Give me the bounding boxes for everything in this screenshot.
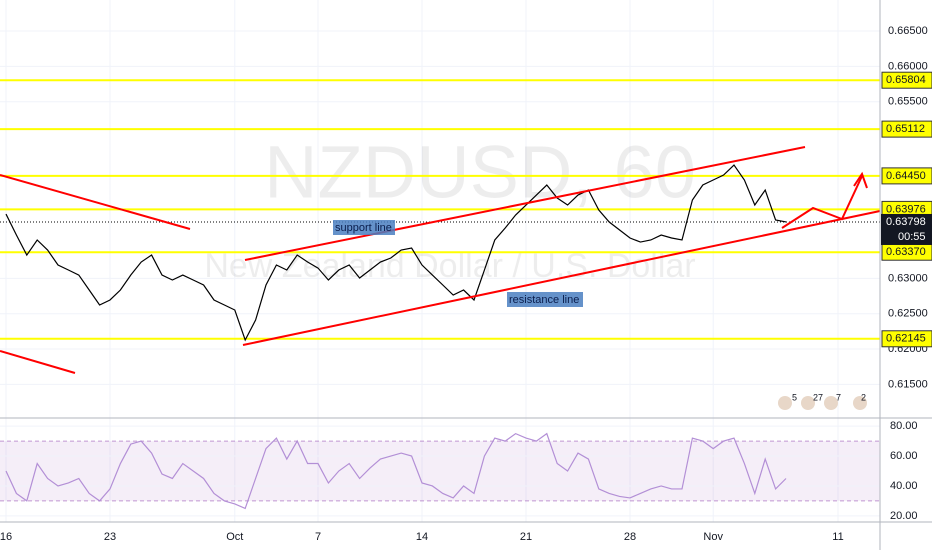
- event-count: 2: [861, 392, 866, 402]
- x-tick-label: 7: [315, 531, 321, 543]
- last-price-label: 0.63798: [886, 216, 926, 228]
- series-line: [5, 432, 787, 510]
- y-tick-label: 20.00: [890, 510, 918, 522]
- trend-line: [0, 350, 76, 374]
- y-tick-label: 0.65500: [888, 96, 928, 108]
- forecast-arrowhead: [853, 171, 868, 189]
- level-label: 0.63370: [886, 246, 926, 258]
- event-badge: [801, 396, 815, 410]
- level-label-box: [881, 330, 932, 348]
- levels: [0, 79, 880, 340]
- event-count: 7: [836, 392, 841, 402]
- event-badge: [824, 396, 838, 410]
- event-count: 5: [792, 392, 797, 402]
- y-tick-label: 40.00: [890, 480, 918, 492]
- marks: [5, 164, 787, 510]
- x-tick-label: 21: [520, 531, 532, 543]
- annotation-box: [333, 220, 395, 235]
- event-badge: [853, 396, 867, 410]
- event-count: 27: [813, 392, 823, 402]
- level-label-box: [881, 167, 932, 185]
- level-label: 0.64450: [886, 170, 926, 182]
- trend-line: [0, 174, 191, 230]
- trend-line: [242, 210, 881, 346]
- level-label: 0.62145: [886, 333, 926, 345]
- trend-line: [244, 146, 806, 261]
- forecast-path: [781, 175, 863, 229]
- level-label-box: [881, 71, 932, 89]
- annotation-box: [507, 292, 583, 307]
- countdown: 00:55: [898, 231, 926, 243]
- y-tick-label: 0.63000: [888, 272, 928, 284]
- grid: [0, 0, 880, 522]
- drawings: [0, 146, 881, 374]
- last-price-box: [881, 213, 932, 245]
- x-tick-label: 14: [416, 531, 428, 543]
- x-tick-label: Nov: [703, 531, 723, 543]
- y-tick-label: 60.00: [890, 450, 918, 462]
- series-line: [5, 164, 787, 342]
- x-tick-label: 28: [624, 531, 636, 543]
- x-tick-label: Oct: [226, 531, 243, 543]
- y-tick-label: 80.00: [890, 420, 918, 432]
- level-label: 0.65112: [886, 123, 925, 135]
- events: 5 27 7 2: [778, 392, 867, 410]
- level-label: 0.63976: [886, 203, 926, 215]
- annotation: resistance line: [509, 294, 579, 306]
- y-tick-label: 0.66500: [888, 25, 928, 37]
- level-label: 0.65804: [886, 74, 926, 86]
- x-tick-label: 23: [104, 531, 116, 543]
- y-tick-label: 0.61500: [888, 378, 928, 390]
- watermark-title: NZDUSD, 60: [264, 131, 696, 214]
- level-label-box: [881, 120, 932, 138]
- x-tick-label: 16: [0, 531, 12, 543]
- axes: 16 23 Oct 7 14 21 28 Nov 11 0.66500 0.66000 0.65500…: [0, 25, 932, 543]
- y-tick-label: 0.66000: [888, 60, 928, 72]
- annotation: support line: [335, 222, 392, 234]
- y-tick-label: 0.62500: [888, 308, 928, 320]
- event-badge: [778, 396, 792, 410]
- x-tick-label: 11: [832, 531, 843, 543]
